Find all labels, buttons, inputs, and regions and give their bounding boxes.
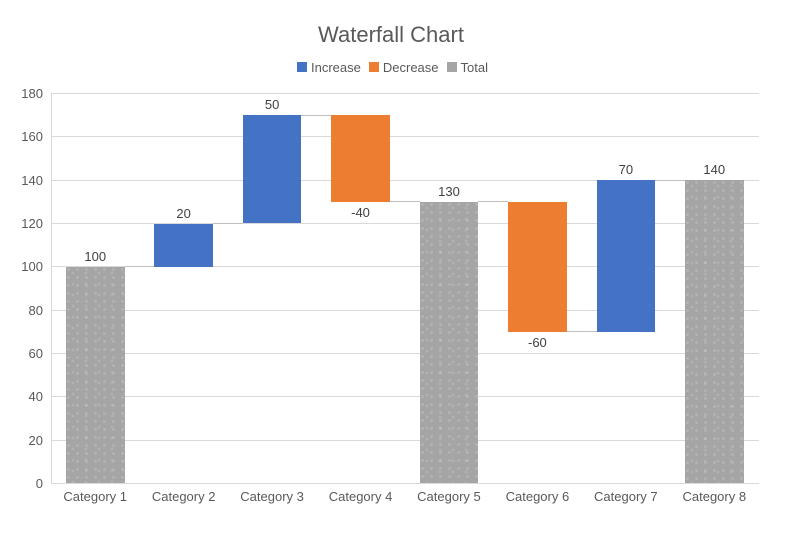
- chart-legend: Increase Decrease Total: [0, 59, 785, 75]
- x-axis-category-label: Category 1: [63, 488, 128, 504]
- connector-line: [478, 201, 509, 203]
- connector-line: [124, 266, 155, 268]
- y-axis-tick-label: 80: [28, 302, 43, 318]
- y-axis-tick-label: 140: [21, 172, 43, 188]
- connector-line: [655, 179, 685, 181]
- gridline: [51, 223, 759, 224]
- value-label: 70: [618, 162, 634, 178]
- x-axis-line: [51, 483, 759, 484]
- y-axis-line: [50, 93, 52, 484]
- value-label: 130: [438, 183, 460, 199]
- connector-line: [301, 114, 332, 116]
- bar-category-1: [65, 266, 125, 484]
- y-axis-tick-label: 60: [28, 346, 43, 361]
- gridline: [51, 396, 759, 398]
- legend-label: Increase: [311, 59, 361, 75]
- value-label: 20: [176, 205, 191, 221]
- gridline: [51, 179, 759, 181]
- y-axis-tick-label: 160: [21, 129, 43, 145]
- legend-swatch-total: [446, 62, 457, 72]
- legend-item-decrease: Decrease: [368, 59, 439, 75]
- y-axis-tick-label: 100: [21, 259, 43, 275]
- gridline: [51, 353, 759, 354]
- legend-label: Total: [460, 59, 488, 75]
- bar-category-4: [331, 115, 390, 202]
- gridline: [51, 439, 759, 441]
- bar-category-7: [596, 180, 656, 332]
- x-axis-category-label: Category 3: [240, 488, 304, 504]
- y-axis-tick-label: 120: [21, 216, 43, 231]
- gridline: [51, 309, 759, 311]
- x-axis-category-label: Category 6: [505, 488, 570, 504]
- legend-swatch-increase: [297, 62, 307, 72]
- x-axis-category-label: Category 5: [417, 488, 481, 504]
- x-axis-category-label: Category 2: [151, 488, 216, 504]
- legend-item-increase: Increase: [297, 60, 361, 75]
- connector-line: [566, 331, 597, 333]
- y-axis-tick-label: 20: [28, 432, 43, 448]
- y-axis-tick-label: 0: [35, 476, 43, 491]
- connector-line: [389, 201, 420, 203]
- value-label: -40: [351, 204, 370, 220]
- legend-label: Decrease: [382, 59, 439, 75]
- bar-category-2: [154, 223, 213, 267]
- connector-line: [212, 223, 243, 224]
- x-axis-category-label: Category 8: [682, 488, 747, 504]
- bar-category-5: [419, 201, 479, 484]
- gridline: [51, 93, 759, 94]
- bar-category-6: [508, 201, 567, 332]
- value-label: -60: [528, 334, 547, 350]
- x-axis-category-label: Category 7: [594, 488, 658, 504]
- legend-swatch-decrease: [368, 62, 379, 72]
- value-label: 140: [703, 162, 726, 178]
- value-label: 100: [84, 248, 107, 264]
- chart-title: Waterfall Chart: [318, 22, 464, 47]
- bar-category-3: [242, 115, 302, 224]
- bar-category-8: [684, 180, 744, 484]
- y-axis-tick-label: 180: [21, 86, 43, 101]
- gridline: [51, 136, 759, 138]
- y-axis-tick-label: 40: [28, 389, 43, 405]
- x-axis-category-label: Category 4: [328, 488, 393, 504]
- legend-item-total: Total: [446, 59, 488, 75]
- value-label: 50: [264, 97, 280, 113]
- gridline: [51, 266, 759, 268]
